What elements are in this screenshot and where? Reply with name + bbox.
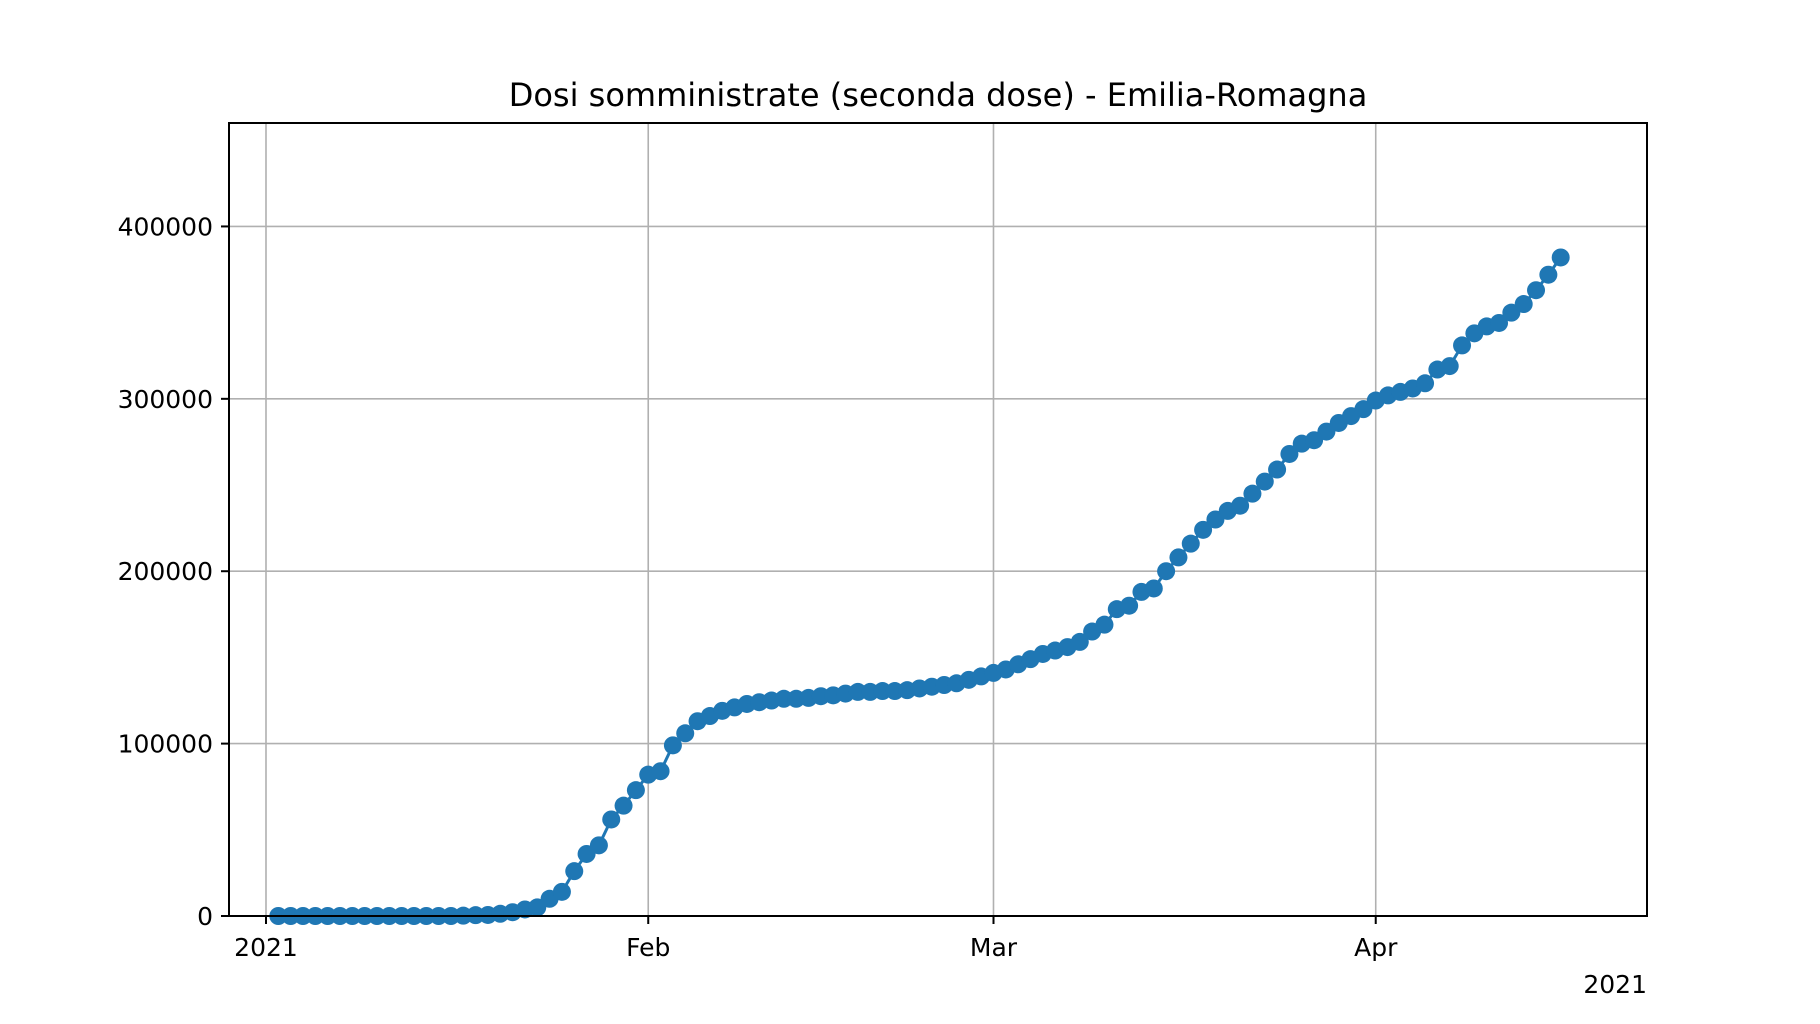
data-point	[1268, 460, 1287, 479]
x-tick-label: Feb	[626, 933, 670, 962]
data-point	[1157, 562, 1176, 581]
data-point	[589, 836, 608, 855]
data-point	[1514, 295, 1533, 314]
data-point	[1194, 520, 1213, 539]
data-point	[1539, 265, 1558, 284]
x-tick-label: Apr	[1354, 933, 1398, 962]
data-point	[565, 862, 584, 881]
data-point	[848, 682, 867, 701]
series-layer	[269, 248, 1570, 925]
data-point	[1144, 579, 1163, 598]
data-point	[1243, 484, 1262, 503]
y-tick-label: 0	[197, 902, 213, 931]
data-point	[651, 762, 670, 781]
data-point	[1490, 313, 1509, 332]
data-point	[676, 724, 695, 743]
data-point	[552, 882, 571, 901]
data-point	[602, 810, 621, 829]
data-point	[774, 689, 793, 708]
data-point	[1453, 336, 1472, 355]
y-tick-label: 100000	[118, 730, 213, 759]
chart-title: Dosi somministrate (seconda dose) - Emil…	[509, 76, 1368, 114]
data-point	[1255, 472, 1274, 491]
data-point	[873, 682, 892, 701]
data-point	[626, 781, 645, 800]
data-point	[1231, 496, 1250, 515]
data-point	[663, 736, 682, 755]
tick-layer: 2021 Feb Mar Apr 0 100000 200000 300000 400000	[118, 212, 1399, 962]
y-tick-label: 400000	[118, 212, 213, 241]
x-tick-label: Mar	[970, 933, 1018, 962]
data-point	[1169, 548, 1188, 567]
data-point	[1527, 281, 1546, 300]
data-point	[1551, 248, 1570, 267]
data-point	[1416, 374, 1435, 393]
data-point	[1181, 534, 1200, 553]
y-tick-label: 200000	[118, 557, 213, 586]
plot-frame	[228, 122, 1648, 917]
data-point	[1120, 596, 1139, 615]
data-point	[1440, 357, 1459, 376]
data-point	[614, 796, 633, 815]
x-axis-offset-label: 2021	[1583, 970, 1647, 999]
x-tick-label: 2021	[234, 933, 298, 962]
data-point	[1095, 615, 1114, 634]
y-tick-label: 300000	[118, 385, 213, 414]
data-point	[1070, 632, 1089, 651]
data-point	[1280, 444, 1299, 463]
